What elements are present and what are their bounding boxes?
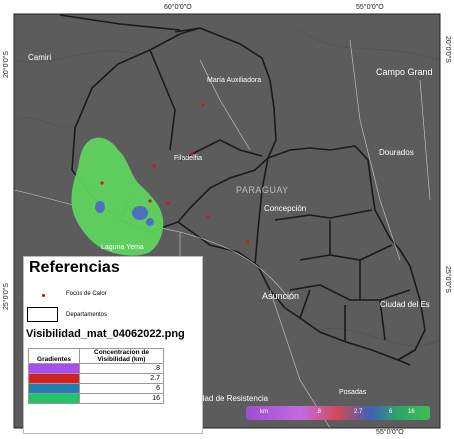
lat-label-right-2: 25°0'0"S (444, 266, 451, 293)
gradient-table: Gradientes Concentracion de Visibilidad … (28, 348, 164, 404)
gradient-swatch (28, 373, 80, 384)
colorbar-unit: km (260, 409, 268, 415)
table-row: 6 (28, 383, 164, 394)
lon-label-top-2: 55°0'0"O (356, 4, 384, 11)
fire-point-icon (42, 294, 45, 297)
lat-label-right-1: 20°0'0"S (444, 36, 451, 63)
colorbar-tick: 6 (389, 409, 393, 415)
legend-panel: Referencias Focos de Calor Departamentos… (23, 256, 203, 434)
table-row: 16 (28, 393, 164, 404)
colorbar-tick: 2.7 (354, 409, 363, 415)
legend-file-name: Visibilidad_mat_04062022.png (26, 328, 185, 340)
legend-focos-label: Focos de Calor (66, 291, 107, 297)
gradient-swatch (28, 393, 80, 404)
visibility-colorbar: km .8 2.7 6 16 (246, 406, 430, 420)
place-campo-grande: Campo Grand (376, 67, 433, 77)
place-dourados: Dourados (379, 148, 414, 157)
place-concepcion: Concepción (264, 204, 307, 213)
department-box-icon (27, 307, 58, 322)
gradient-value: 6 (79, 383, 164, 394)
legend-title: Referencias (29, 259, 120, 276)
lat-label-left-1: 20°0'0"S (3, 51, 10, 78)
gradient-value: 2.7 (79, 373, 164, 384)
place-laguna-yema: Laguna Yema (101, 244, 144, 251)
place-asuncion: Asunción (262, 291, 300, 301)
place-posadas: Posadas (339, 389, 367, 396)
concentration-col-header: Concentracion de Visibilidad (km) (79, 348, 164, 364)
place-filadelfia: Filadelfia (174, 155, 203, 162)
gradient-value: 16 (79, 393, 164, 404)
colorbar-tick: 16 (408, 409, 415, 415)
place-camiri: Camiri (28, 53, 52, 62)
place-ciudad-del-este: Ciudad del Es (380, 300, 430, 309)
gradient-col-header: Gradientes (28, 348, 80, 364)
place-maria-auxiliadora: María Auxiliadora (207, 77, 262, 84)
lon-label-bottom-2: 55°0'0"O (376, 429, 404, 436)
table-row: 2.7 (28, 373, 164, 384)
lon-label-top-1: 60°0'0"O (164, 4, 192, 11)
table-row: .8 (28, 363, 164, 374)
lat-label-left-2: 25°0'0"S (3, 283, 10, 310)
place-resistencia: dad de Resistencia (200, 394, 269, 403)
legend-departamentos-label: Departamentos (66, 312, 108, 318)
gradient-swatch (28, 363, 80, 374)
gradient-value: .8 (79, 363, 164, 374)
colorbar-tick: .8 (316, 409, 322, 415)
gradient-swatch (28, 383, 80, 394)
place-paraguay: PARAGUAY (236, 185, 289, 195)
